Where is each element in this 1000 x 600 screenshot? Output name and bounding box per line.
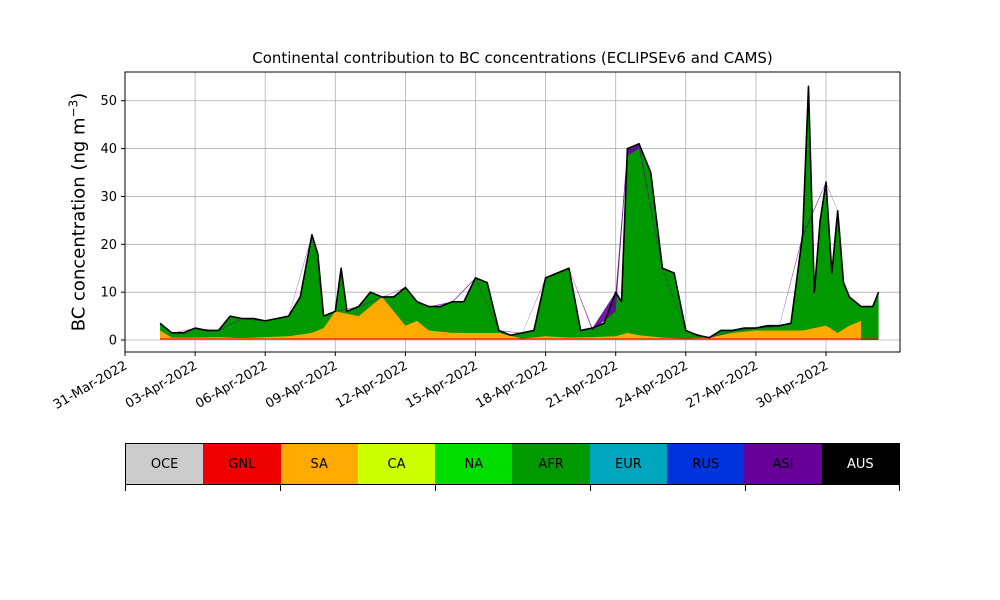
legend-tick: [590, 485, 591, 491]
legend-label: EUR: [615, 456, 642, 472]
legend-tick: [280, 485, 281, 491]
y-tick-label: 0: [109, 334, 117, 349]
legend-tick: [435, 485, 436, 491]
legend-tick: [125, 485, 126, 491]
legend-label: AFR: [538, 456, 564, 472]
legend-label: OCE: [150, 456, 179, 472]
y-axis-label-suffix: ): [68, 92, 90, 100]
x-tick-label: 12-Apr-2022: [333, 358, 410, 411]
legend-label: ASI: [772, 456, 794, 472]
x-tick-label: 24-Apr-2022: [614, 358, 691, 411]
y-axis-label-text: BC concentration (ng m: [68, 117, 90, 332]
axes-frame: [124, 71, 901, 353]
y-tick-label: 40: [100, 142, 117, 157]
legend-label: GNL: [228, 456, 256, 472]
x-tick-label: 21-Apr-2022: [544, 358, 621, 411]
y-tick-label: 20: [100, 238, 117, 253]
legend-item-rus: RUS: [667, 444, 745, 484]
legend-tick: [745, 485, 746, 491]
x-tick-label: 27-Apr-2022: [684, 358, 761, 411]
legend-item-asi: ASI: [744, 444, 822, 484]
series-area-SA: [160, 296, 862, 341]
y-tick-label: 50: [100, 94, 117, 109]
legend-label: SA: [310, 456, 328, 472]
y-tick-label: 30: [100, 190, 117, 205]
legend-label: NA: [464, 456, 484, 472]
legend-ticks: [125, 485, 900, 491]
legend-label: AUS: [846, 456, 874, 472]
legend-item-eur: EUR: [589, 444, 668, 484]
legend-label: RUS: [692, 456, 720, 472]
y-axis-label: BC concentration (ng m−3): [67, 93, 90, 332]
series-line-total: [159, 85, 880, 339]
legend-colorbar: OCE GNL SA CA NA AFR EUR RUS ASI AUS: [125, 443, 900, 485]
legend-label: CA: [387, 456, 406, 472]
chart-title: Continental contribution to BC concentra…: [252, 49, 773, 67]
y-tick-label: 10: [100, 286, 117, 301]
series-area-AFR: [160, 86, 879, 341]
x-tick-label: 06-Apr-2022: [193, 358, 270, 411]
legend-item-sa: SA: [280, 444, 358, 484]
x-tick-label: 31-Mar-2022: [51, 358, 130, 412]
x-tick-label: 30-Apr-2022: [754, 358, 831, 411]
x-tick-label: 18-Apr-2022: [473, 358, 550, 411]
y-axis-label-exponent: −3: [66, 99, 81, 118]
x-tick-label: 09-Apr-2022: [263, 358, 340, 411]
plot-area: [125, 72, 900, 352]
legend-item-gnl: GNL: [203, 444, 281, 484]
legend-item-oce: OCE: [126, 444, 204, 484]
legend-tick: [899, 485, 900, 491]
legend-item-afr: AFR: [512, 444, 590, 484]
legend-item-ca: CA: [357, 444, 436, 484]
legend-item-aus: AUS: [821, 444, 899, 484]
legend-item-na: NA: [435, 444, 513, 484]
x-tick-label: 03-Apr-2022: [123, 358, 200, 411]
x-tick-label: 15-Apr-2022: [403, 358, 480, 411]
